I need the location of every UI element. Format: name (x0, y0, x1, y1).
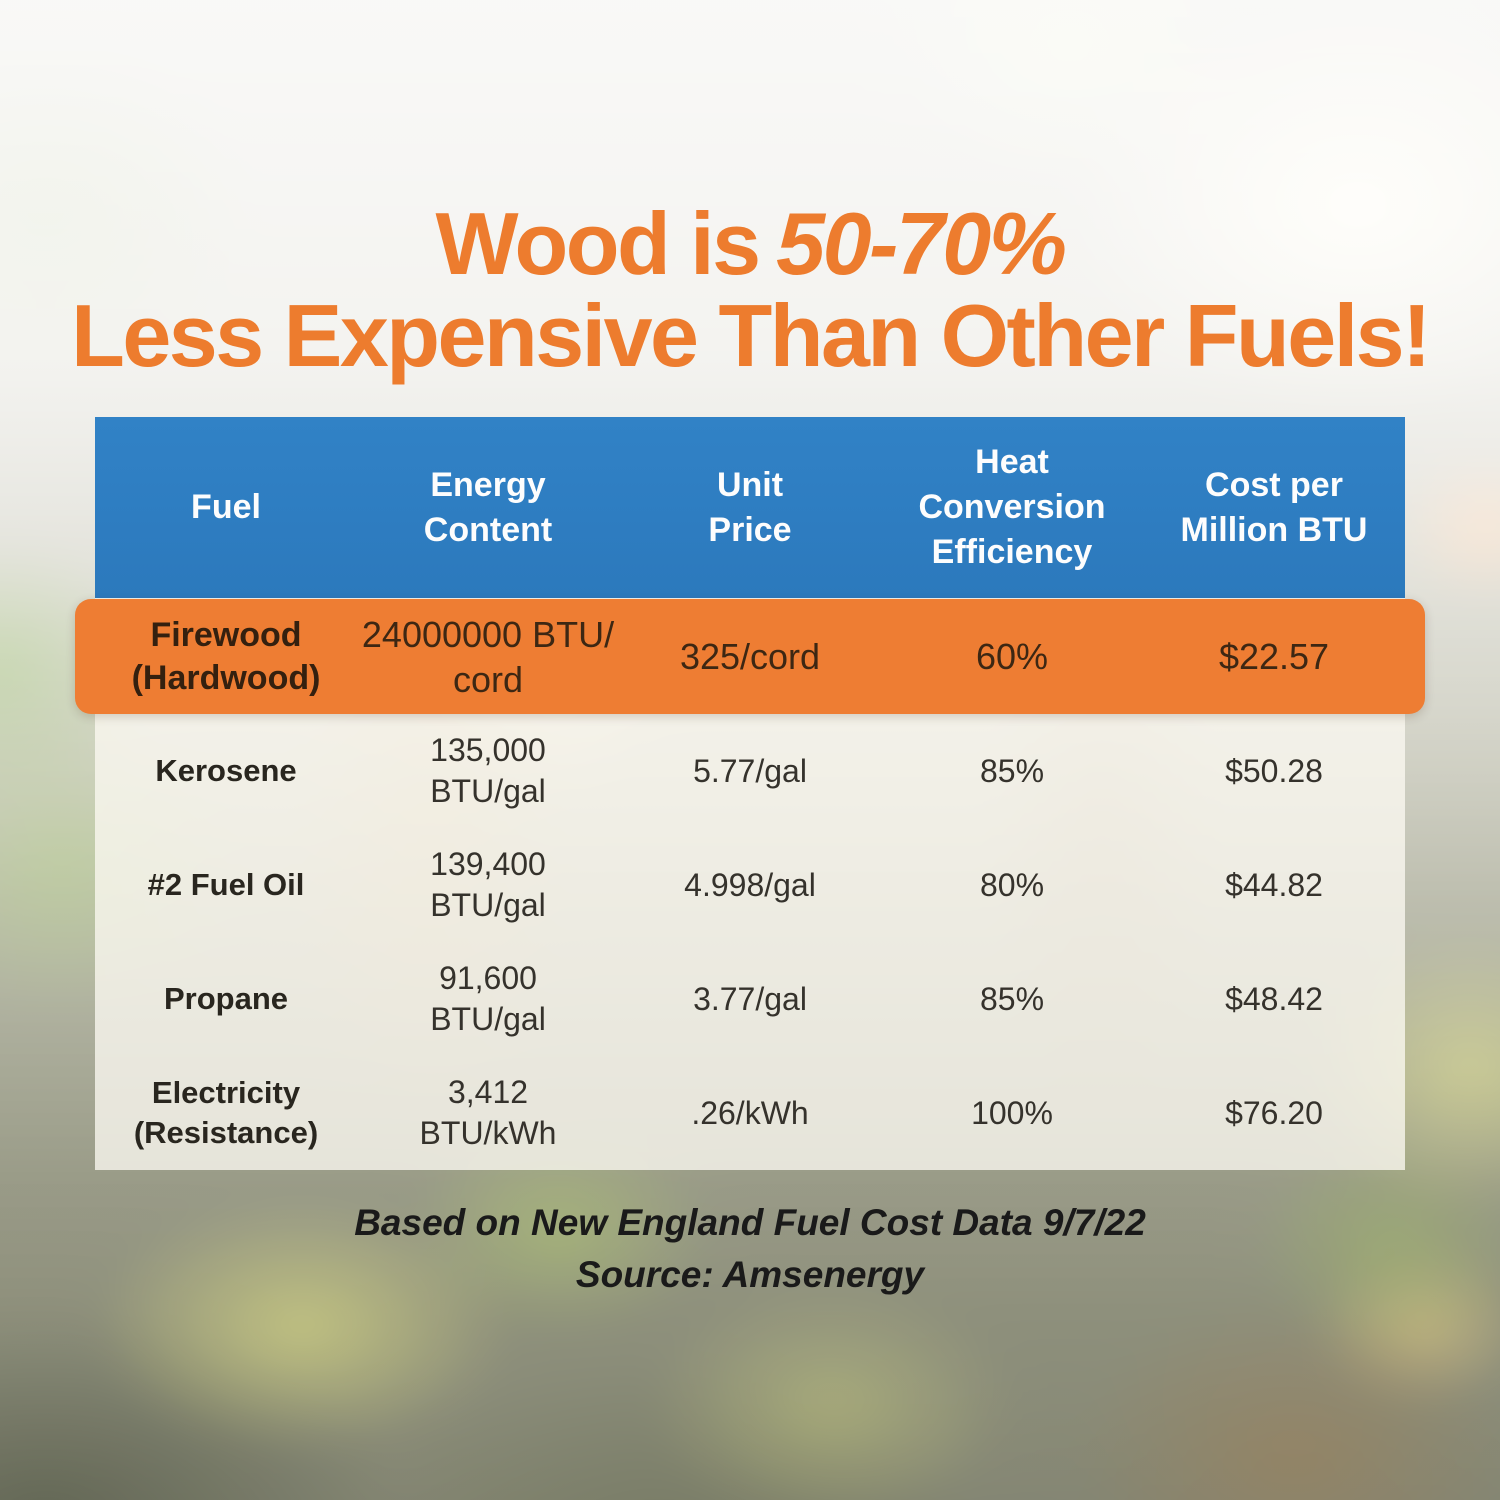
cell-energy-content: 135,000 BTU/gal (430, 732, 546, 809)
cell-cost: $22.57 (1218, 636, 1330, 677)
cell-efficiency: 60% (975, 636, 1049, 677)
table-body-rows: Kerosene 135,000 BTU/gal 5.77/gal 85% $5… (95, 714, 1405, 1170)
cell-fuel: Firewood (Hardwood) (131, 616, 321, 697)
cell-efficiency: 80% (979, 866, 1045, 903)
source-note: Based on New England Fuel Cost Data 9/7/… (0, 1197, 1500, 1301)
table-row-electricity: Electricity (Resistance) 3,412 BTU/kWh .… (95, 1056, 1405, 1170)
cell-energy-content: 24000000 BTU/ cord (361, 613, 615, 700)
cell-energy-content: 139,400 BTU/gal (430, 846, 546, 923)
cell-unit-price: 4.998/gal (684, 866, 816, 903)
table-row-kerosene: Kerosene 135,000 BTU/gal 5.77/gal 85% $5… (95, 714, 1405, 828)
cell-cost: $44.82 (1225, 866, 1323, 903)
footer-line1: Based on New England Fuel Cost Data 9/7/… (354, 1202, 1146, 1243)
cell-unit-price: 325/cord (679, 636, 821, 677)
table-row-propane: Propane 91,600 BTU/gal 3.77/gal 85% $48.… (95, 942, 1405, 1056)
title-line1-text: Wood is (435, 194, 762, 293)
column-header-heat-conversion-efficiency: Heat Conversion Efficiency (918, 443, 1106, 571)
cell-efficiency: 100% (971, 1094, 1053, 1131)
title-line2: Less Expensive Than Other Fuels! (71, 286, 1431, 386)
cell-cost: $76.20 (1225, 1094, 1323, 1131)
column-header-fuel: Fuel (191, 488, 261, 527)
cell-efficiency: 85% (979, 980, 1045, 1017)
cell-unit-price: .26/kWh (691, 1094, 809, 1131)
cell-cost: $48.42 (1225, 980, 1323, 1017)
cell-fuel: Propane (163, 981, 289, 1017)
title-line1: Wood is 50-70% (0, 197, 1500, 290)
cell-efficiency: 85% (979, 752, 1045, 789)
page-title: Wood is 50-70% Less Expensive Than Other … (0, 197, 1500, 386)
cell-fuel: Electricity (Resistance) (133, 1075, 319, 1150)
table-header-row: Fuel Energy Content Unit Price Heat Conv… (95, 417, 1405, 598)
footer-line2: Source: Amsenergy (575, 1253, 925, 1295)
cell-energy-content: 91,600 BTU/gal (430, 960, 546, 1037)
table-row-fuel-oil: #2 Fuel Oil 139,400 BTU/gal 4.998/gal 80… (95, 828, 1405, 942)
cell-fuel: Kerosene (155, 753, 297, 789)
column-header-unit-price: Unit Price (708, 465, 792, 549)
column-header-cost-per-million-btu: Cost per Million BTU (1180, 465, 1368, 549)
cell-energy-content: 3,412 BTU/kWh (419, 1074, 557, 1151)
title-line1-highlight: 50-70% (776, 194, 1067, 293)
cell-fuel: #2 Fuel Oil (147, 867, 305, 903)
cell-cost: $50.28 (1225, 752, 1323, 789)
table-row-firewood-highlight: Firewood (Hardwood) 24000000 BTU/ cord 3… (75, 599, 1425, 714)
column-header-energy-content: Energy Content (423, 465, 553, 549)
cell-unit-price: 5.77/gal (693, 752, 807, 789)
cell-unit-price: 3.77/gal (693, 980, 807, 1017)
